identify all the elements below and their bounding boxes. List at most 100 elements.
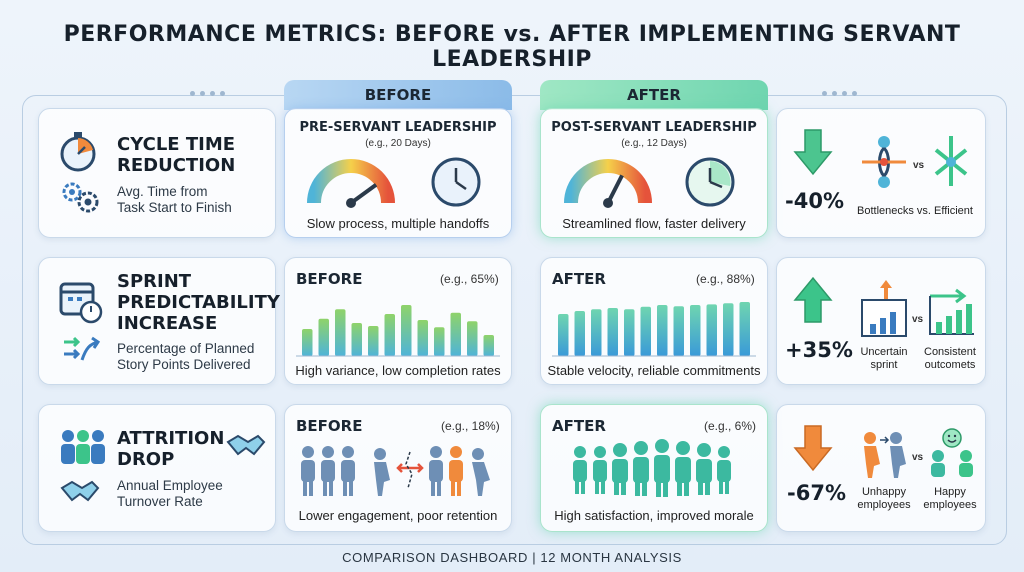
- gauge-needle: [606, 174, 624, 204]
- after-example: (e.g., 6%): [704, 419, 757, 433]
- after-example: (e.g., 88%): [696, 272, 755, 286]
- before-caption: Slow process, multiple handoffs: [306, 216, 490, 231]
- bar: [591, 309, 602, 356]
- team-icon: [61, 430, 105, 464]
- metric-desc-line: Percentage of Planned: [117, 341, 255, 356]
- gauge-needle: [349, 183, 378, 205]
- before-header: PRE-SERVANT LEADERSHIP: [299, 120, 497, 135]
- bar: [450, 312, 461, 356]
- before-example: (e.g., 18%): [441, 419, 500, 433]
- stopwatch-icon: [60, 132, 96, 172]
- change-percent: -67%: [787, 481, 846, 505]
- after-caption: Stable velocity, reliable commitments: [547, 363, 761, 378]
- compare-caption-right: Consistent outcomets: [914, 346, 986, 372]
- efficient-flow-icon: [934, 136, 968, 186]
- caption-line: employees: [857, 499, 911, 511]
- metric-title-line: REDUCTION: [117, 155, 236, 176]
- bottleneck-icon: [862, 136, 906, 188]
- metric-card-cycle-time: [38, 108, 276, 238]
- bar: [384, 314, 395, 356]
- bar: [607, 308, 618, 356]
- before-example: (e.g., 65%): [440, 272, 499, 286]
- metric-desc-line: Annual Employee: [117, 478, 223, 493]
- handshake-icon: [60, 480, 100, 502]
- arrow-up-icon: [793, 276, 833, 323]
- bar: [574, 311, 585, 356]
- metric-title-line: PREDICTABILITY: [117, 292, 280, 313]
- metric-desc-line: Avg. Time from: [117, 184, 208, 199]
- vs-label: vs: [913, 160, 925, 171]
- gears-icon: [62, 182, 99, 213]
- before-header: BEFORE: [296, 270, 363, 288]
- metric-title-line: DROP: [117, 449, 175, 470]
- bar: [483, 335, 494, 356]
- tab-after: AFTER: [540, 80, 768, 110]
- caption-line: Happy: [934, 486, 966, 498]
- before-bar-chart: [296, 305, 500, 357]
- after-bar-chart: [552, 302, 756, 357]
- bar: [558, 314, 569, 356]
- dashboard-frame: [22, 95, 1007, 545]
- bar: [673, 306, 684, 356]
- clock-icon: [685, 157, 735, 207]
- metric-title-line: CYCLE TIME: [117, 134, 236, 155]
- vs-label: vs: [912, 452, 924, 463]
- happy-employees-icon: [931, 428, 973, 477]
- compare-caption-left: Unhappy employees: [846, 486, 922, 512]
- handshake-icon: [226, 434, 266, 456]
- after-caption: Streamlined flow, faster delivery: [562, 216, 746, 231]
- happy-team-icon: [573, 439, 731, 497]
- caption-line: Uncertain: [860, 346, 908, 358]
- bar: [401, 305, 412, 356]
- clock-icon: [431, 157, 481, 207]
- bar: [302, 329, 313, 356]
- metric-card-attrition: [38, 404, 276, 532]
- decor-dots: [822, 91, 857, 96]
- unhappy-employee-icon: [864, 432, 906, 478]
- metric-desc-line: Story Points Delivered: [117, 357, 251, 372]
- metric-desc-line: Task Start to Finish: [117, 200, 232, 215]
- change-percent: +35%: [785, 338, 853, 362]
- arrow-down-icon: [793, 425, 833, 472]
- change-percent: -40%: [785, 189, 844, 213]
- after-caption: High satisfaction, improved morale: [554, 508, 754, 523]
- before-example: (e.g., 20 Days): [365, 138, 431, 149]
- before-caption: High variance, low completion rates: [295, 363, 501, 378]
- bar: [335, 309, 346, 356]
- bar: [434, 327, 445, 356]
- consistent-outcomes-icon: [929, 288, 974, 335]
- arrows-icon: [64, 336, 101, 361]
- metric-title-line: SPRINT: [117, 271, 192, 292]
- metric-title-line: INCREASE: [117, 313, 218, 334]
- after-header: AFTER: [552, 417, 606, 435]
- bar: [706, 304, 717, 356]
- bar: [690, 305, 701, 356]
- bar: [739, 302, 750, 356]
- bar: [467, 321, 478, 356]
- before-header: BEFORE: [296, 417, 363, 435]
- footer-backdrop: [330, 545, 694, 572]
- gauge-icon: [307, 159, 395, 208]
- after-header: POST-SERVANT LEADERSHIP: [551, 120, 757, 135]
- leaving-employees-icon: [301, 446, 490, 496]
- compare-caption-left: Uncertain sprint: [846, 346, 922, 372]
- bar: [640, 306, 651, 356]
- decor-dots: [190, 91, 225, 96]
- bar: [318, 318, 329, 356]
- footer-label: COMPARISON DASHBOARD | 12 MONTH ANALYSIS: [342, 550, 682, 565]
- gauge-icon: [564, 159, 652, 208]
- bar: [351, 323, 362, 356]
- before-caption: Lower engagement, poor retention: [298, 508, 498, 523]
- calendar-clock-icon: [59, 282, 103, 324]
- bar: [368, 326, 379, 356]
- bar: [657, 305, 668, 356]
- caption-line: Unhappy: [861, 486, 907, 498]
- compare-caption-right: Happy employees: [914, 486, 986, 512]
- bar: [723, 303, 734, 356]
- bar: [624, 309, 635, 356]
- caption-line: employees: [923, 499, 977, 511]
- tab-before: BEFORE: [284, 80, 512, 110]
- caption-line: outcomets: [924, 359, 976, 371]
- caption-line: sprint: [870, 359, 898, 371]
- compare-caption: Bottlenecks vs. Efficient: [857, 205, 973, 217]
